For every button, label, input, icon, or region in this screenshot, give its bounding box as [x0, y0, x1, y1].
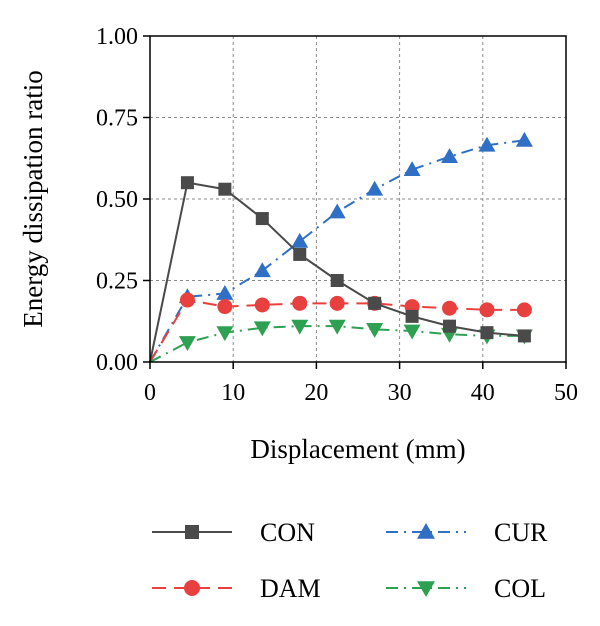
x-tick-label: 20 [304, 380, 328, 406]
data-point-dam [329, 295, 345, 311]
data-point-cur [253, 262, 271, 278]
x-tick-label: 0 [144, 380, 156, 406]
data-point-con [517, 329, 531, 343]
data-point-col [328, 319, 346, 335]
data-point-col [291, 319, 309, 335]
y-axis-title: Energy dissipation ratio [18, 70, 48, 327]
legend-item-cur: CUR [386, 518, 548, 547]
x-tick-label: 10 [221, 380, 245, 406]
series-line-cur [149, 139, 525, 363]
legend-label-col: COL [494, 574, 546, 603]
data-point-cur [216, 285, 234, 300]
data-point-con [218, 182, 232, 196]
legend-label-cur: CUR [494, 518, 548, 547]
data-point-con [480, 326, 494, 340]
data-point-dam [292, 295, 308, 311]
legend-label-dam: DAM [260, 574, 321, 603]
data-point-dam [179, 292, 195, 308]
data-point-con [443, 319, 457, 333]
data-point-col [216, 326, 234, 342]
data-point-cur [515, 131, 533, 147]
plot-frame [149, 35, 567, 363]
plot-series [149, 131, 533, 363]
data-point-cur [441, 148, 459, 163]
data-point-con [293, 247, 307, 261]
plot-axes: 0 10 20 30 40 50 0.00 0.25 0.50 0.75 1.00 [96, 24, 578, 406]
x-axis-title: Displacement (mm) [250, 434, 465, 464]
data-point-dam [254, 297, 270, 313]
legend-item-dam: DAM [152, 574, 321, 603]
data-point-col [366, 323, 384, 338]
legend-item-con: CON [152, 518, 315, 547]
y-tick-label: 0.75 [96, 106, 138, 132]
data-point-cur [403, 161, 421, 177]
y-tick-label: 0.00 [96, 350, 138, 376]
data-point-con [180, 176, 194, 190]
legend-label-con: CON [260, 518, 315, 547]
legend-marker-cur [417, 523, 435, 539]
data-point-cur [291, 232, 309, 248]
data-point-cur [478, 136, 496, 152]
data-point-dam [516, 302, 532, 318]
y-tick-label: 1.00 [96, 24, 138, 50]
x-tick-label: 40 [471, 380, 495, 406]
data-point-dam [479, 302, 495, 318]
plot-grid [150, 36, 566, 362]
legend-item-col: COL [386, 574, 546, 603]
data-point-dam [217, 299, 233, 315]
data-point-col [253, 321, 271, 337]
y-tick-label: 0.50 [96, 187, 138, 213]
legend: CON CUR DAM COL [152, 518, 548, 603]
data-point-cur [328, 203, 346, 219]
data-point-con [405, 309, 419, 323]
data-point-col [178, 336, 196, 351]
y-tick-label: 0.25 [96, 269, 138, 295]
data-point-dam [442, 300, 458, 316]
x-tick-label: 50 [554, 380, 578, 406]
data-point-cur [366, 180, 384, 196]
data-point-con [368, 296, 382, 310]
legend-marker-col [417, 581, 435, 597]
legend-marker-dam [184, 580, 200, 596]
data-point-col [403, 324, 421, 340]
data-point-con [255, 212, 269, 226]
data-point-con [330, 274, 344, 287]
legend-marker-con [185, 525, 199, 539]
x-tick-label: 30 [388, 380, 412, 406]
